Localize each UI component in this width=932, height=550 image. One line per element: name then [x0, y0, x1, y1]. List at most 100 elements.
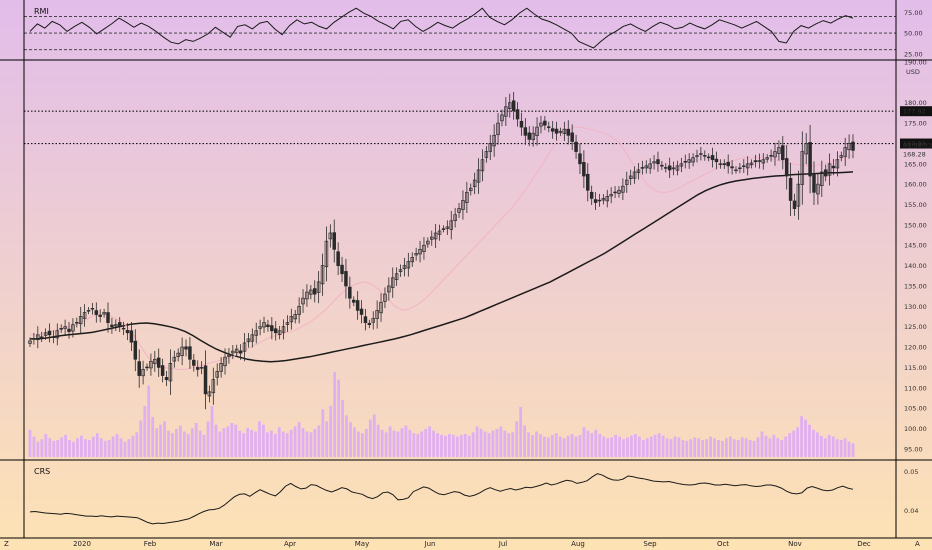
price-tick-label-18: 190.00: [904, 59, 927, 67]
candle: [145, 363, 149, 371]
candle: [851, 134, 855, 159]
volume-bar: [313, 428, 317, 457]
candle: [102, 308, 106, 318]
rmi-pane[interactable]: RMI: [24, 7, 896, 51]
candle: [43, 328, 48, 340]
volume-bar: [570, 434, 574, 457]
candle-body: [823, 169, 828, 177]
candle: [480, 149, 485, 182]
candle: [605, 189, 610, 208]
candle: [547, 121, 551, 133]
candle-body: [566, 128, 571, 136]
candle: [117, 317, 122, 333]
candle-body: [117, 322, 122, 328]
candle-body: [519, 120, 524, 128]
price-tick-label-4: 115.00: [904, 364, 927, 372]
volume-bar: [163, 421, 166, 457]
volume-bar: [626, 437, 629, 457]
candle: [379, 293, 383, 322]
candle-body: [51, 336, 56, 338]
volume-bar: [507, 433, 511, 457]
candle: [410, 252, 414, 267]
volume-bar: [515, 421, 519, 457]
volume-bar: [622, 439, 625, 457]
candle-body: [827, 163, 832, 176]
candle-body: [406, 261, 411, 269]
price-tick-label-2: 105.00: [904, 405, 927, 413]
volume-bar: [321, 409, 325, 457]
candle-body: [75, 322, 79, 324]
candle: [574, 134, 578, 159]
candle: [363, 308, 368, 331]
candle: [211, 367, 216, 405]
candle-body: [258, 326, 262, 329]
volume-bar: [52, 440, 56, 457]
candle-body: [375, 310, 379, 319]
volume-bar: [736, 440, 740, 457]
candle-body: [156, 357, 161, 368]
candle: [808, 125, 812, 194]
price-tick-label-17: 180.00: [904, 99, 927, 107]
moving-average-long: [30, 171, 854, 363]
candle-body: [429, 236, 434, 240]
volume-bar: [337, 379, 341, 457]
volume-bar: [843, 438, 847, 457]
time-axis[interactable]: Z 2020 Feb Mar Apr May Jun Jul Aug Sep Oct Nov Dec A: [4, 540, 920, 548]
candle: [730, 160, 734, 175]
candle-body: [379, 301, 383, 314]
candle: [192, 354, 196, 372]
price-pane[interactable]: [24, 91, 896, 410]
price-tick-label-3: 110.00: [904, 384, 927, 392]
candle-body: [699, 153, 703, 155]
candle: [617, 186, 621, 198]
candle-body: [465, 191, 469, 203]
candle: [59, 324, 63, 333]
candle-body: [234, 348, 239, 353]
candle: [562, 121, 567, 142]
volume-bar: [147, 385, 151, 457]
candle: [457, 203, 461, 218]
candle: [238, 344, 243, 360]
crs-pane[interactable]: CRS: [29, 467, 854, 525]
volume-bar: [760, 431, 764, 457]
candle-body: [835, 159, 840, 169]
volume-bar: [645, 438, 649, 457]
volume-bar: [317, 425, 321, 457]
candle-body: [769, 155, 773, 157]
candle: [340, 256, 344, 283]
volume-bar: [182, 431, 186, 457]
candle: [297, 297, 301, 324]
candle: [32, 332, 36, 345]
candle: [796, 170, 801, 220]
candle-body: [687, 159, 691, 163]
candle-body: [293, 314, 297, 320]
price-tick-label-16: 175.00: [904, 120, 927, 128]
volume-bar: [428, 426, 432, 457]
candle-body: [28, 340, 32, 344]
candle-body: [414, 253, 418, 256]
candle-body: [312, 288, 317, 295]
volume-bar: [653, 434, 657, 457]
candle-body: [453, 214, 457, 221]
time-tick-label-0: Z: [4, 540, 9, 548]
volume-bar: [792, 430, 796, 457]
candle-body: [558, 130, 563, 133]
time-tick-label-4: Apr: [284, 540, 296, 548]
candle-body: [570, 132, 574, 142]
candle-body: [266, 324, 270, 328]
volume-bar: [408, 429, 412, 457]
volume-bar: [527, 432, 530, 457]
candle-body: [726, 161, 730, 167]
candle-body: [632, 171, 637, 179]
candle-body: [437, 230, 442, 235]
candle: [414, 247, 418, 261]
price-scale[interactable]: 75.00 50.00 25.00 95.00 100.00 105.00 110.00 11…: [900, 9, 932, 515]
time-tick-label-7: Jul: [498, 540, 508, 548]
candle-body: [742, 165, 746, 167]
price-tick-label-8: 135.00: [904, 282, 927, 290]
volume-bar: [578, 434, 582, 457]
volume-bar: [289, 429, 293, 457]
candle: [367, 319, 372, 329]
candle-body: [691, 157, 695, 163]
